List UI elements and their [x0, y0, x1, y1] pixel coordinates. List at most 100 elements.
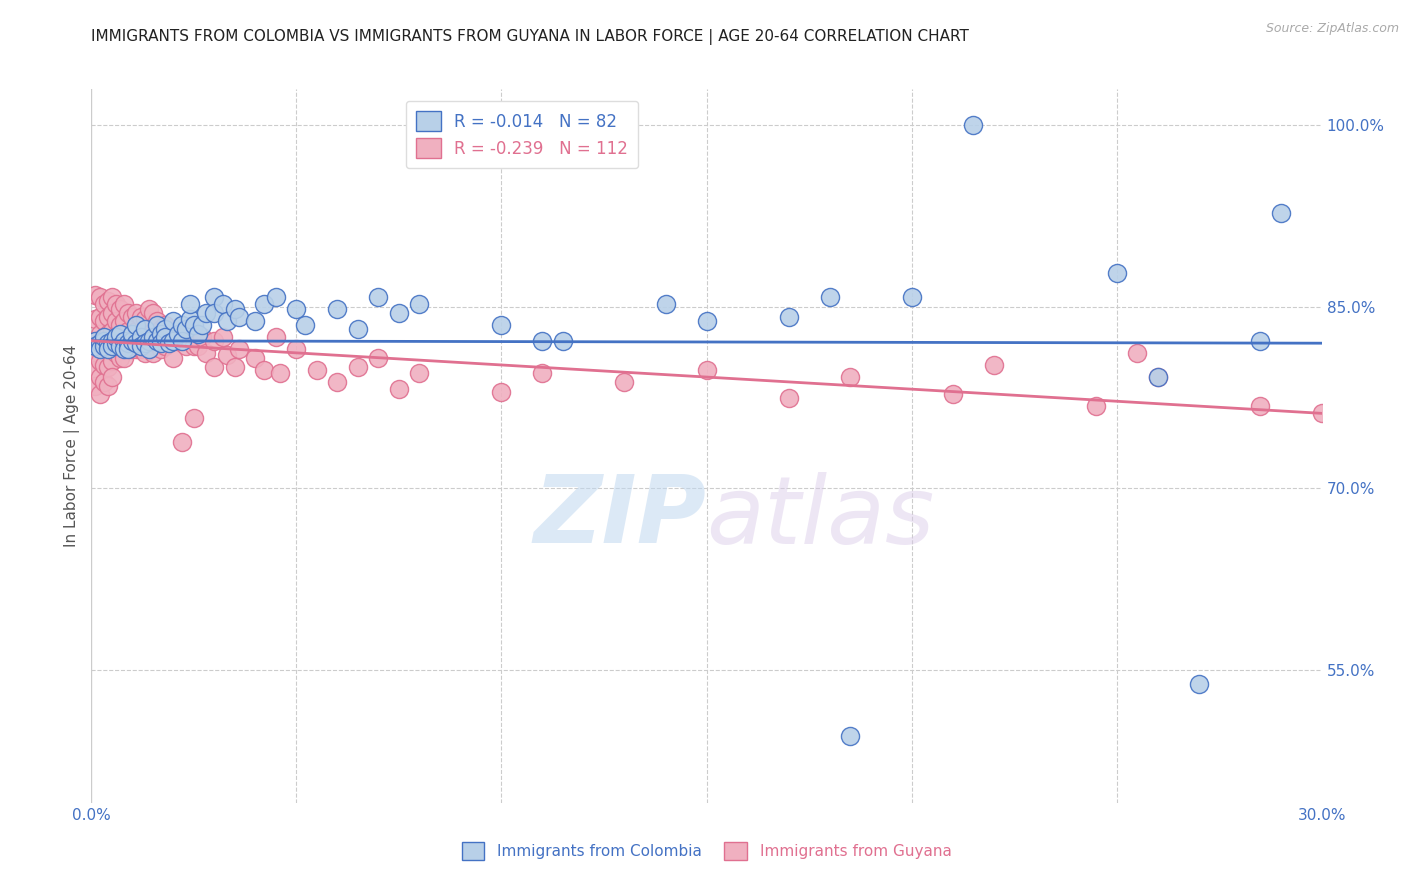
Point	[531, 367, 554, 381]
Point	[97, 360, 120, 375]
Point	[224, 302, 246, 317]
Point	[408, 367, 430, 381]
Point	[162, 351, 184, 365]
Point	[134, 336, 156, 351]
Point	[162, 314, 184, 328]
Point	[195, 346, 218, 360]
Point	[125, 336, 148, 351]
Point	[215, 348, 238, 362]
Point	[900, 290, 922, 304]
Point	[150, 321, 173, 335]
Point	[108, 338, 131, 352]
Point	[138, 334, 160, 348]
Point	[142, 330, 165, 344]
Point	[101, 354, 124, 368]
Point	[93, 334, 115, 348]
Point	[105, 314, 127, 328]
Point	[93, 338, 115, 352]
Point	[93, 375, 115, 389]
Point	[174, 321, 197, 335]
Point	[89, 387, 111, 401]
Point	[142, 326, 165, 341]
Point	[125, 324, 148, 338]
Point	[121, 334, 143, 348]
Point	[97, 343, 120, 357]
Point	[195, 306, 218, 320]
Point	[170, 318, 193, 332]
Point	[187, 326, 209, 341]
Point	[93, 297, 115, 311]
Text: IMMIGRANTS FROM COLOMBIA VS IMMIGRANTS FROM GUYANA IN LABOR FORCE | AGE 20-64 CO: IMMIGRANTS FROM COLOMBIA VS IMMIGRANTS F…	[91, 29, 969, 45]
Point	[101, 334, 124, 348]
Point	[162, 334, 184, 348]
Point	[695, 314, 717, 328]
Point	[294, 318, 316, 332]
Point	[253, 297, 276, 311]
Point	[105, 297, 127, 311]
Point	[157, 336, 180, 351]
Point	[129, 343, 152, 357]
Point	[101, 290, 124, 304]
Point	[117, 338, 139, 352]
Point	[97, 293, 120, 308]
Point	[224, 360, 246, 375]
Point	[388, 306, 411, 320]
Point	[89, 354, 111, 368]
Point	[228, 310, 250, 324]
Point	[134, 312, 156, 326]
Point	[202, 334, 225, 348]
Point	[170, 334, 193, 348]
Point	[347, 321, 370, 335]
Point	[134, 346, 156, 360]
Point	[839, 370, 862, 384]
Point	[1146, 370, 1168, 384]
Point	[245, 351, 267, 365]
Point	[97, 326, 120, 341]
Point	[129, 310, 152, 324]
Point	[84, 338, 107, 352]
Point	[101, 338, 124, 352]
Point	[134, 321, 156, 335]
Point	[142, 346, 165, 360]
Point	[101, 370, 124, 384]
Point	[138, 302, 160, 317]
Point	[778, 310, 800, 324]
Point	[97, 310, 120, 324]
Point	[818, 290, 841, 304]
Point	[153, 321, 177, 335]
Point	[125, 306, 148, 320]
Point	[112, 314, 135, 328]
Point	[89, 310, 111, 324]
Point	[108, 302, 131, 317]
Point	[121, 326, 143, 341]
Point	[408, 297, 430, 311]
Point	[245, 314, 267, 328]
Point	[138, 343, 160, 357]
Point	[1105, 266, 1128, 280]
Point	[89, 338, 111, 352]
Point	[101, 306, 124, 320]
Point	[108, 318, 131, 332]
Point	[1126, 346, 1149, 360]
Point	[150, 336, 173, 351]
Point	[117, 324, 139, 338]
Point	[150, 326, 173, 341]
Point	[170, 435, 193, 450]
Point	[108, 351, 131, 365]
Point	[962, 119, 984, 133]
Point	[1187, 677, 1209, 691]
Point	[1249, 399, 1271, 413]
Point	[117, 343, 139, 357]
Point	[367, 290, 389, 304]
Point	[153, 330, 177, 344]
Point	[613, 375, 636, 389]
Point	[253, 363, 276, 377]
Point	[105, 336, 127, 351]
Point	[93, 314, 115, 328]
Point	[112, 334, 135, 348]
Point	[305, 363, 328, 377]
Point	[112, 343, 135, 357]
Point	[1310, 406, 1333, 420]
Point	[129, 330, 152, 344]
Y-axis label: In Labor Force | Age 20-64: In Labor Force | Age 20-64	[65, 345, 80, 547]
